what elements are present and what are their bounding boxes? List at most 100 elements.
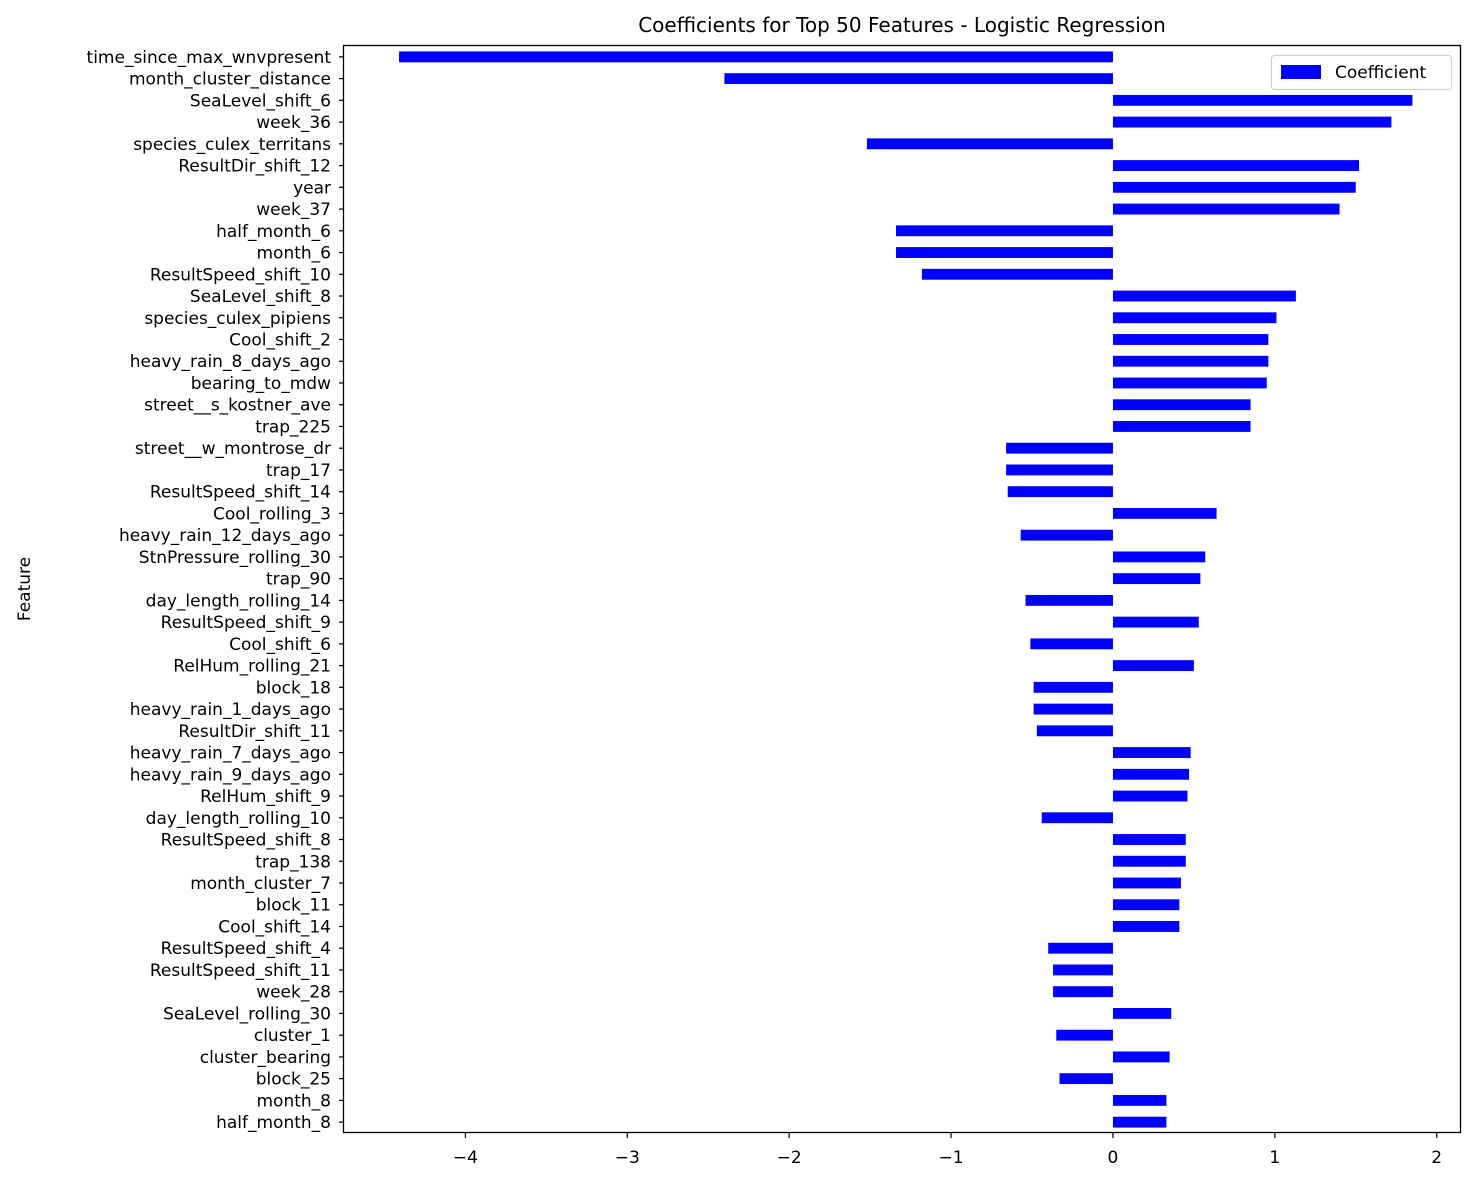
y-tick-label: SeaLevel_shift_8 bbox=[190, 287, 331, 307]
x-tick-label: 2 bbox=[1431, 1148, 1442, 1168]
y-tick-label: week_36 bbox=[256, 113, 331, 133]
bar-week_37 bbox=[1112, 203, 1340, 215]
legend-entry-coefficient: Coefficient bbox=[1335, 63, 1426, 83]
y-tick-label: heavy_rain_12_days_ago bbox=[119, 526, 331, 546]
y-tick-label: half_month_8 bbox=[216, 1113, 331, 1133]
y-tick-label: month_8 bbox=[257, 1091, 332, 1111]
y-tick-label: block_25 bbox=[256, 1070, 331, 1090]
bar-bearing_to_mdw bbox=[1112, 377, 1267, 389]
y-tick-label: cluster_1 bbox=[254, 1026, 331, 1046]
bar-month_6 bbox=[896, 247, 1113, 258]
bar-block_18 bbox=[1033, 681, 1113, 693]
bar-heavy_rain_9_days_ago bbox=[1112, 768, 1190, 780]
bar-Cool_rolling_3 bbox=[1112, 507, 1217, 519]
y-tick-label: month_cluster_7 bbox=[190, 874, 331, 894]
bar-trap_17 bbox=[1006, 464, 1113, 476]
bar-Cool_shift_2 bbox=[1112, 334, 1269, 345]
y-tick-label: species_culex_pipiens bbox=[144, 309, 331, 329]
bar-ResultSpeed_shift_8 bbox=[1112, 834, 1186, 845]
bar-Cool_shift_6 bbox=[1030, 638, 1113, 650]
y-tick-label: heavy_rain_9_days_ago bbox=[130, 765, 331, 785]
bar-day_length_rolling_10 bbox=[1041, 812, 1113, 824]
bar-Cool_shift_14 bbox=[1112, 921, 1180, 932]
y-tick-label: RelHum_rolling_21 bbox=[173, 657, 331, 677]
legend-swatch bbox=[1281, 65, 1321, 79]
y-tick-label: month_6 bbox=[257, 244, 332, 264]
x-tick-label: 0 bbox=[1108, 1148, 1119, 1168]
bar-RelHum_rolling_21 bbox=[1112, 660, 1194, 672]
bar-week_36 bbox=[1112, 116, 1392, 128]
bar-heavy_rain_8_days_ago bbox=[1112, 355, 1269, 367]
x-tick-label: 1 bbox=[1269, 1148, 1280, 1168]
y-tick-label: day_length_rolling_14 bbox=[146, 591, 331, 611]
bar-block_11 bbox=[1112, 899, 1180, 911]
bar-week_28 bbox=[1053, 986, 1113, 998]
y-tick-label: Cool_rolling_3 bbox=[213, 504, 331, 524]
bar-time_since_max_wnvpresent bbox=[399, 51, 1113, 63]
bar-species_culex_territans bbox=[866, 138, 1113, 150]
y-tick-label: block_18 bbox=[256, 678, 331, 698]
bar-trap_138 bbox=[1112, 855, 1186, 867]
bar-RelHum_shift_9 bbox=[1112, 790, 1188, 802]
y-tick-label: street__s_kostner_ave bbox=[144, 396, 331, 416]
x-tick-label: −2 bbox=[777, 1148, 802, 1168]
y-tick-label: ResultSpeed_shift_11 bbox=[150, 961, 331, 981]
y-axis-label: Feature bbox=[15, 557, 35, 621]
x-ticks: −4 −3 −2 −1 0 1 2 bbox=[453, 1133, 1442, 1168]
y-tick-label: Cool_shift_6 bbox=[229, 635, 331, 655]
y-tick-label: bearing_to_mdw bbox=[191, 374, 331, 394]
y-tick-label: ResultDir_shift_12 bbox=[178, 157, 331, 177]
y-tick-label: ResultDir_shift_11 bbox=[178, 722, 331, 742]
y-tick-label: year bbox=[293, 178, 331, 198]
y-tick-label: SeaLevel_shift_6 bbox=[190, 91, 331, 111]
bar-ResultSpeed_shift_10 bbox=[921, 268, 1113, 280]
bar-species_culex_pipiens bbox=[1112, 312, 1277, 324]
bar-street__w_montrose_dr bbox=[1006, 442, 1113, 454]
y-tick-label: street__w_montrose_dr bbox=[135, 439, 331, 459]
y-tick-label: week_37 bbox=[256, 200, 331, 220]
legend: Coefficient bbox=[1271, 55, 1452, 90]
bar-month_cluster_7 bbox=[1112, 877, 1181, 889]
y-tick-label: trap_225 bbox=[255, 417, 331, 437]
y-tick-label: ResultSpeed_shift_8 bbox=[161, 831, 331, 851]
bar-month_8 bbox=[1112, 1094, 1167, 1106]
y-tick-label: block_11 bbox=[256, 896, 331, 916]
bar-block_25 bbox=[1059, 1073, 1113, 1085]
bar-heavy_rain_7_days_ago bbox=[1112, 747, 1191, 758]
bar-heavy_rain_12_days_ago bbox=[1020, 529, 1113, 541]
y-tick-label: heavy_rain_1_days_ago bbox=[130, 700, 331, 720]
y-tick-label: cluster_bearing bbox=[200, 1048, 331, 1068]
x-tick-label: −1 bbox=[939, 1148, 964, 1168]
bar-ResultSpeed_shift_11 bbox=[1053, 964, 1113, 976]
y-tick-label: day_length_rolling_10 bbox=[146, 809, 331, 829]
x-tick-label: −4 bbox=[453, 1148, 478, 1168]
y-tick-label: StnPressure_rolling_30 bbox=[139, 548, 331, 568]
bar-ResultDir_shift_11 bbox=[1036, 725, 1113, 737]
y-tick-label: time_since_max_wnvpresent bbox=[87, 48, 332, 68]
y-tick-label: SeaLevel_rolling_30 bbox=[163, 1004, 331, 1024]
bar-half_month_8 bbox=[1112, 1116, 1167, 1128]
bar-SeaLevel_shift_6 bbox=[1112, 94, 1413, 106]
bar-trap_225 bbox=[1112, 421, 1251, 432]
y-tick-label: heavy_rain_7_days_ago bbox=[130, 744, 331, 764]
y-tick-label: trap_138 bbox=[255, 852, 331, 872]
bar-ResultSpeed_shift_4 bbox=[1048, 942, 1113, 954]
bar-day_length_rolling_14 bbox=[1025, 594, 1113, 606]
y-tick-label: Cool_shift_14 bbox=[218, 917, 331, 937]
y-tick-label: heavy_rain_8_days_ago bbox=[130, 352, 331, 372]
y-tick-label: half_month_6 bbox=[216, 222, 331, 242]
legend-box bbox=[1271, 55, 1452, 90]
bar-heavy_rain_1_days_ago bbox=[1033, 703, 1113, 715]
y-tick-label: week_28 bbox=[256, 983, 331, 1003]
y-tick-label: ResultSpeed_shift_4 bbox=[161, 939, 331, 959]
bar-cluster_bearing bbox=[1112, 1051, 1170, 1063]
y-ticks: time_since_max_wnvpresentmonth_cluster_d… bbox=[87, 48, 344, 1133]
y-tick-label: trap_17 bbox=[266, 461, 331, 481]
bar-SeaLevel_shift_8 bbox=[1112, 290, 1296, 302]
bar-SeaLevel_rolling_30 bbox=[1112, 1007, 1172, 1019]
y-tick-label: ResultSpeed_shift_14 bbox=[150, 483, 331, 503]
bar-cluster_1 bbox=[1056, 1029, 1113, 1041]
bar-StnPressure_rolling_30 bbox=[1112, 551, 1206, 563]
y-tick-label: species_culex_territans bbox=[133, 135, 331, 155]
